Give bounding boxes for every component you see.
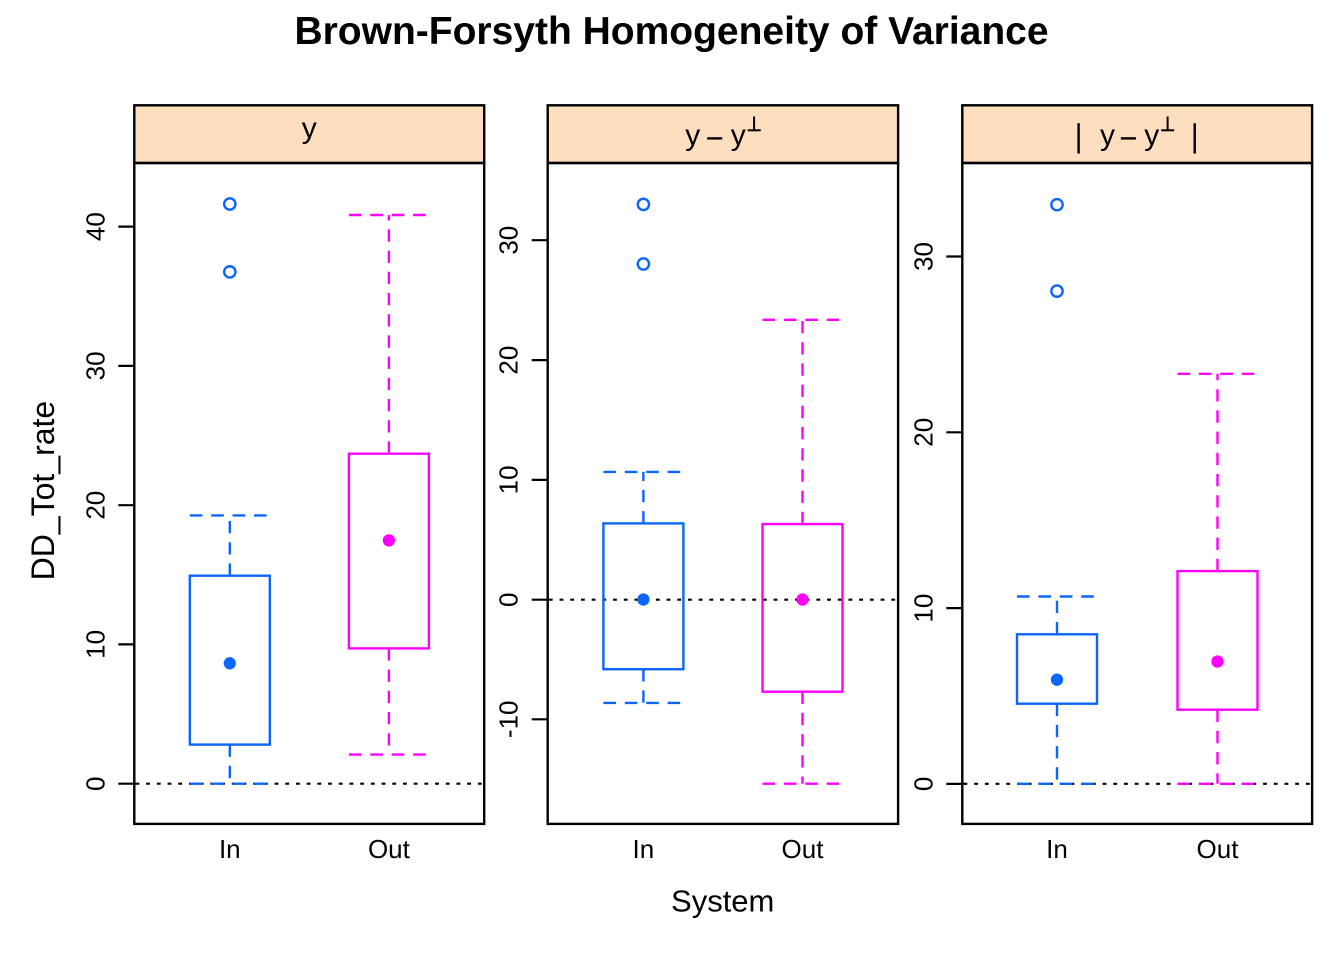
svg-text:In: In <box>219 834 241 864</box>
svg-text:Out: Out <box>1197 834 1240 864</box>
svg-text:y: y <box>731 119 746 152</box>
svg-text:y: y <box>302 112 317 145</box>
svg-text:y: y <box>1100 119 1115 152</box>
svg-text:Out: Out <box>782 834 825 864</box>
svg-text:30: 30 <box>80 351 110 380</box>
svg-text:20: 20 <box>80 491 110 520</box>
svg-text:20: 20 <box>494 346 524 375</box>
svg-text:40: 40 <box>80 212 110 241</box>
svg-text:y: y <box>1144 119 1159 152</box>
svg-text:10: 10 <box>494 465 524 494</box>
svg-text:0: 0 <box>908 777 938 791</box>
svg-text:-10: -10 <box>494 701 524 739</box>
svg-text:20: 20 <box>908 418 938 447</box>
svg-text:In: In <box>633 834 655 864</box>
svg-text:Out: Out <box>368 834 411 864</box>
svg-text:0: 0 <box>494 592 524 606</box>
svg-text:10: 10 <box>80 630 110 659</box>
svg-text:System: System <box>671 883 774 918</box>
svg-text:DD_Tot_rate: DD_Tot_rate <box>25 401 61 581</box>
svg-text:30: 30 <box>908 242 938 271</box>
svg-text:0: 0 <box>80 776 110 790</box>
svg-text:y: y <box>685 119 700 152</box>
svg-text:30: 30 <box>494 226 524 255</box>
svg-text:In: In <box>1046 834 1068 864</box>
svg-text:10: 10 <box>908 594 938 623</box>
svg-text:Brown-Forsyth Homogeneity of V: Brown-Forsyth Homogeneity of Variance <box>294 10 1048 53</box>
